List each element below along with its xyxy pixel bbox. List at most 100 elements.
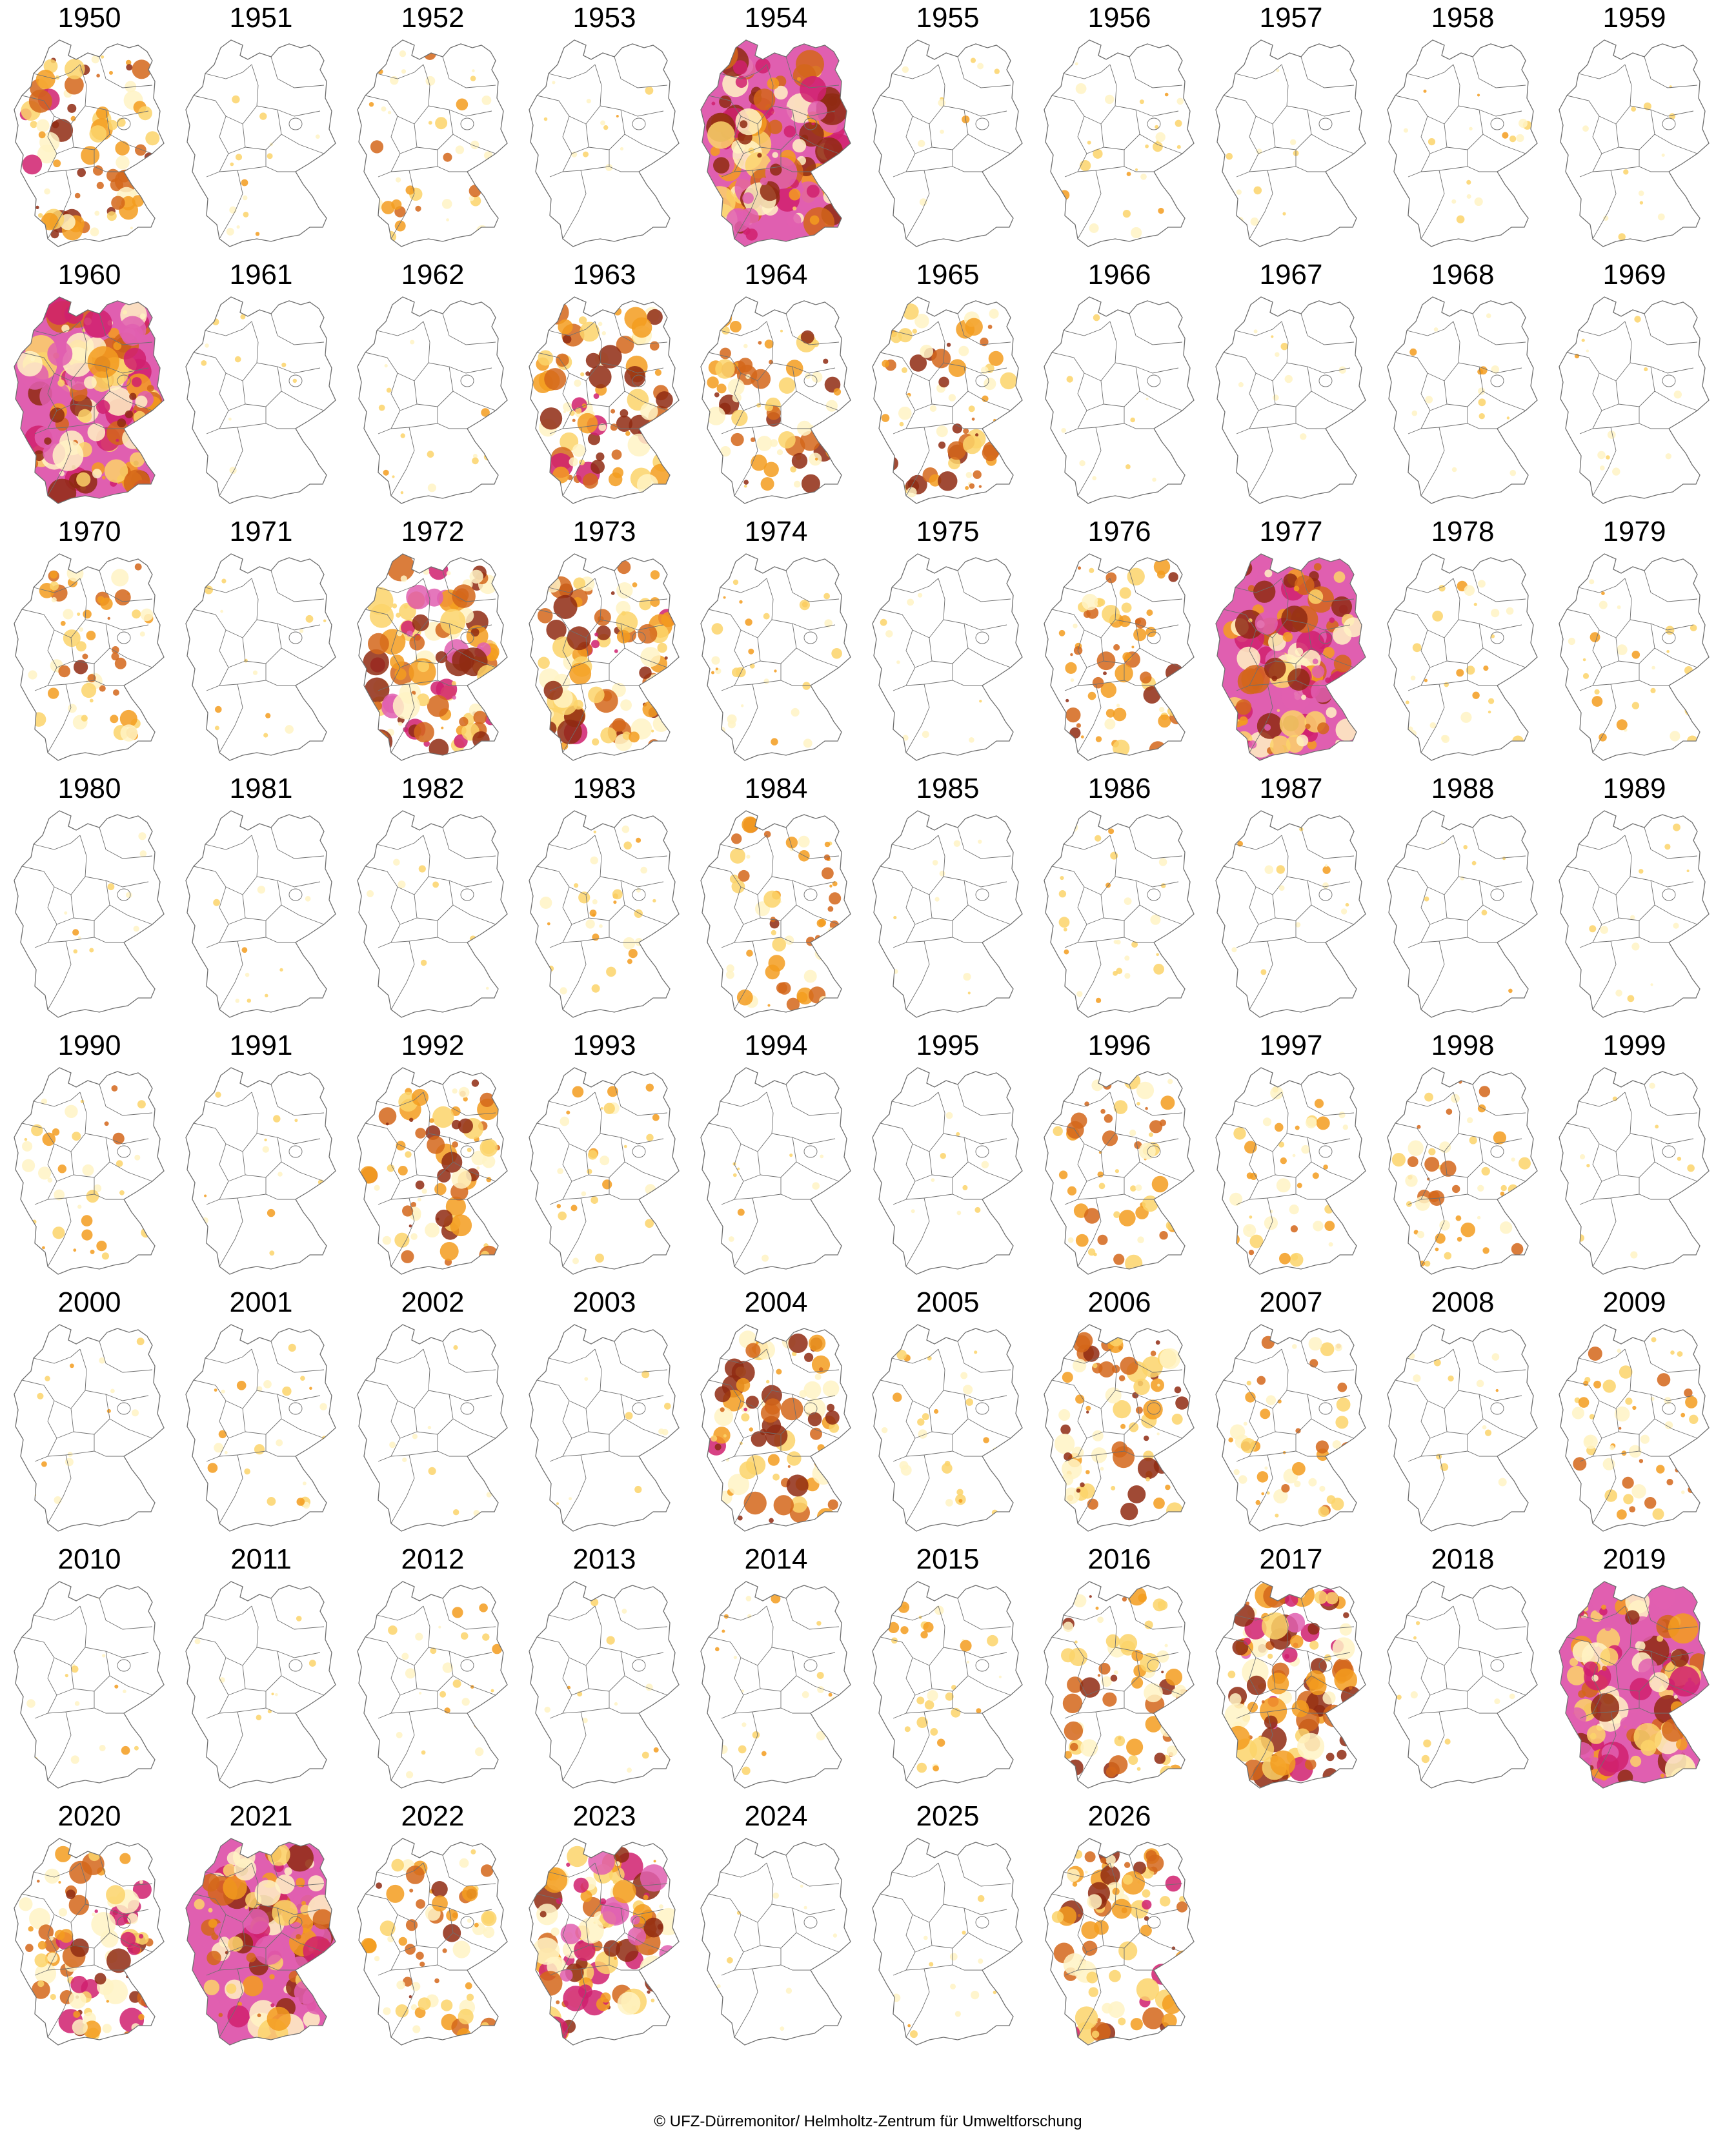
drought-patch xyxy=(194,1898,205,1910)
state-border xyxy=(256,362,321,374)
drought-patch xyxy=(1589,1414,1595,1419)
state-border xyxy=(964,1907,1011,1953)
drought-patch xyxy=(1486,313,1491,318)
drought-patch xyxy=(1301,695,1307,700)
drought-patch xyxy=(1246,1225,1252,1231)
drought-patch xyxy=(412,614,429,631)
drought-patch xyxy=(1413,1374,1421,1383)
drought-patch xyxy=(1673,922,1679,929)
drought-patch xyxy=(1238,381,1244,387)
drought-patch xyxy=(1435,1247,1439,1252)
drought-patch xyxy=(399,50,407,57)
drought-patch xyxy=(580,372,585,376)
drought-patch xyxy=(51,597,57,603)
drought-patch xyxy=(1651,666,1655,670)
drought-area xyxy=(1559,1582,1709,1788)
drought-patch xyxy=(398,1937,407,1946)
state-border xyxy=(460,1916,474,1929)
drought-patch xyxy=(106,1948,131,1973)
drought-patch xyxy=(1619,1427,1622,1430)
state-border xyxy=(54,1647,86,1666)
drought-area xyxy=(1051,1844,1193,2044)
year-label: 2013 xyxy=(572,1543,636,1575)
drought-patch xyxy=(471,1079,479,1087)
drought-area xyxy=(888,1602,1002,1773)
drought-patch xyxy=(807,101,827,121)
drought-patch xyxy=(102,2024,112,2033)
year-map-1978: 1978 xyxy=(1377,515,1548,772)
drought-patch xyxy=(1601,1604,1606,1610)
drought-patch xyxy=(1114,1735,1125,1747)
drought-patch xyxy=(1669,113,1676,120)
drought-patch xyxy=(257,886,266,894)
drought-patch xyxy=(446,1909,458,1922)
drought-patch xyxy=(1343,701,1353,711)
drought-patch xyxy=(569,1497,572,1501)
state-border xyxy=(792,1907,840,1953)
state-border xyxy=(449,623,496,668)
drought-patch xyxy=(146,385,154,392)
drought-patch xyxy=(1688,490,1693,494)
drought-patch xyxy=(1275,1123,1284,1132)
drought-patch xyxy=(247,999,251,1003)
drought-patch xyxy=(28,670,37,680)
germany-drought-map xyxy=(357,39,508,247)
drought-patch xyxy=(264,1138,267,1142)
country-outline xyxy=(1387,296,1538,504)
state-border xyxy=(1267,166,1326,172)
drought-patch xyxy=(1308,1478,1317,1487)
state-border xyxy=(56,1665,74,1696)
state-border xyxy=(734,1197,758,1267)
year-label: 1982 xyxy=(401,773,465,804)
drought-patch xyxy=(1120,1640,1136,1656)
drought-patch xyxy=(743,484,747,488)
drought-patch xyxy=(106,168,120,182)
drought-patch xyxy=(1586,1725,1606,1744)
state-border xyxy=(1438,680,1497,686)
germany-drought-map xyxy=(529,1324,680,1532)
drought-patch xyxy=(929,1962,934,1967)
drought-patch xyxy=(1108,2001,1125,2019)
state-border xyxy=(1095,937,1154,943)
drought-patch xyxy=(304,1968,318,1982)
state-border xyxy=(620,109,668,154)
drought-patch xyxy=(86,1190,99,1203)
drought-patch xyxy=(902,66,909,73)
drought-patch xyxy=(778,377,796,394)
state-border xyxy=(720,64,767,79)
drought-patch xyxy=(42,1246,45,1250)
state-border xyxy=(771,362,836,374)
drought-patch xyxy=(227,2005,250,2028)
drought-patch xyxy=(470,76,476,81)
state-border xyxy=(588,1675,625,1692)
state-border xyxy=(1650,623,1698,668)
drought-patch xyxy=(792,206,797,210)
drought-patch xyxy=(134,563,142,571)
state-border xyxy=(964,1137,1011,1182)
state-border xyxy=(219,170,243,239)
state-border xyxy=(225,105,257,125)
drought-patch xyxy=(1140,173,1147,180)
drought-patch xyxy=(401,1250,414,1263)
state-border xyxy=(588,1418,625,1435)
state-border xyxy=(1147,374,1161,387)
state-border xyxy=(1307,366,1355,411)
drought-patch xyxy=(1136,1767,1141,1771)
drought-patch xyxy=(643,1917,663,1938)
drought-patch xyxy=(1264,1216,1278,1230)
drought-patch xyxy=(1096,997,1102,1003)
drought-patch xyxy=(1294,1480,1301,1487)
state-border xyxy=(771,1647,836,1658)
drought-patch xyxy=(443,1924,461,1942)
drought-patch xyxy=(480,1864,494,1877)
drought-patch xyxy=(778,431,796,449)
drought-patch xyxy=(267,1497,276,1506)
year-label: 2014 xyxy=(744,1543,808,1575)
germany-drought-map xyxy=(529,39,680,247)
state-border xyxy=(1406,835,1454,850)
drought-area xyxy=(1231,827,1349,975)
drought-patch xyxy=(30,227,45,241)
drought-patch xyxy=(1569,1658,1579,1667)
drought-patch xyxy=(771,1594,781,1603)
year-map-1956: 1956 xyxy=(1034,1,1205,258)
